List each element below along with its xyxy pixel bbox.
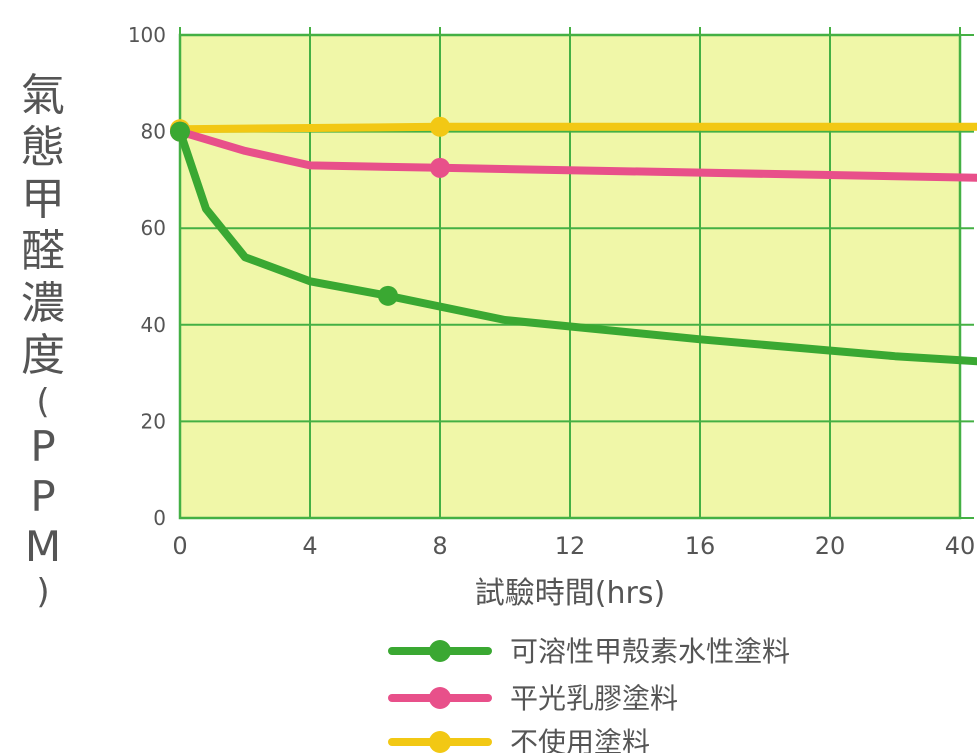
- y-tick-label: 100: [128, 23, 166, 47]
- y-tick-label: 0: [153, 506, 166, 530]
- legend-label: 平光乳膠塗料: [510, 682, 678, 715]
- y-axis-label: 氣 態 甲 醛 濃 度 ( P P M ): [8, 70, 78, 612]
- y-label-char: P: [30, 472, 56, 521]
- legend-swatch-marker: [429, 640, 451, 662]
- y-label-char: P: [30, 422, 56, 471]
- y-label-char: (: [36, 382, 50, 422]
- y-label-char: 甲: [21, 174, 65, 225]
- x-tick-label: 4: [302, 532, 317, 560]
- y-label-char: 度: [21, 330, 65, 381]
- x-tick-label: 40: [945, 532, 976, 560]
- y-label-char: 濃: [21, 278, 65, 329]
- legend-label: 可溶性甲殼素水性塗料: [510, 635, 790, 668]
- data-point-marker: [430, 157, 450, 178]
- legend-swatch-marker: [429, 731, 451, 753]
- y-label-char: M: [24, 522, 62, 571]
- y-tick-label: 40: [141, 313, 166, 337]
- y-tick-label: 60: [141, 216, 166, 240]
- data-point-marker: [430, 116, 450, 137]
- data-point-marker: [170, 121, 190, 142]
- x-tick-label: 0: [172, 532, 187, 560]
- legend-label: 不使用塗料: [510, 726, 650, 753]
- y-label-char: 醛: [21, 226, 65, 277]
- series-line-0: [176, 127, 977, 366]
- x-tick-label: 8: [432, 532, 447, 560]
- x-tick-label: 16: [685, 532, 716, 560]
- y-label-char: ): [36, 572, 50, 612]
- legend-swatch-marker: [429, 687, 451, 709]
- data-point-marker: [378, 285, 398, 306]
- plot-frame: [178, 33, 962, 520]
- y-label-char: 態: [21, 122, 65, 173]
- y-tick-label: 80: [141, 120, 166, 144]
- y-label-char: 氣: [21, 70, 65, 121]
- x-axis-label: 試驗時間(hrs): [475, 576, 665, 611]
- x-tick-label: 12: [555, 532, 586, 560]
- series-line-2: [176, 122, 977, 134]
- y-tick-label: 20: [141, 409, 166, 433]
- x-tick-label: 20: [815, 532, 846, 560]
- series-line-1: [176, 127, 977, 182]
